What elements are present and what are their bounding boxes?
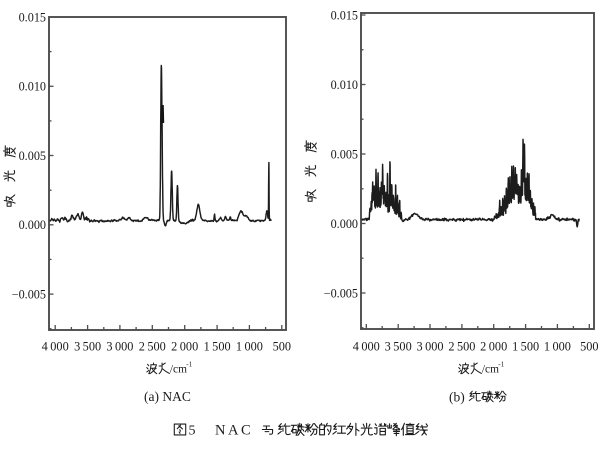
svg-text:500: 500 [580, 340, 598, 354]
svg-text:−0.005: −0.005 [324, 286, 358, 300]
svg-text:(b): (b) [449, 390, 465, 405]
svg-text:2 000: 2 000 [480, 340, 507, 354]
svg-text:2 500: 2 500 [139, 340, 166, 354]
svg-text:0.000: 0.000 [19, 218, 46, 232]
svg-text:3 000: 3 000 [106, 340, 133, 354]
svg-text:0.005: 0.005 [19, 149, 46, 163]
svg-text:NAC: NAC [215, 423, 253, 439]
svg-text:1 000: 1 000 [236, 340, 263, 354]
svg-text:4 000: 4 000 [42, 340, 69, 354]
svg-text:-1: -1 [498, 360, 504, 369]
svg-text:1 500: 1 500 [204, 340, 231, 354]
svg-text:0.015: 0.015 [19, 10, 46, 24]
svg-text:1 500: 1 500 [512, 340, 539, 354]
svg-text:0.010: 0.010 [19, 80, 46, 94]
svg-text:0.015: 0.015 [331, 8, 358, 22]
svg-text:-1: -1 [186, 360, 192, 369]
svg-text:/cm: /cm [170, 364, 187, 376]
svg-text:0.010: 0.010 [331, 78, 358, 92]
svg-text:4 000: 4 000 [353, 340, 380, 354]
svg-text:(a) NAC: (a) NAC [144, 389, 191, 404]
svg-text:2 500: 2 500 [448, 340, 475, 354]
svg-text:0.005: 0.005 [331, 147, 358, 161]
svg-text:5: 5 [189, 424, 196, 439]
svg-text:3 500: 3 500 [385, 340, 412, 354]
svg-text:2 000: 2 000 [171, 340, 198, 354]
svg-text:3 500: 3 500 [74, 340, 101, 354]
svg-text:1 000: 1 000 [544, 340, 571, 354]
svg-text:−0.005: −0.005 [12, 287, 46, 301]
svg-text:/cm: /cm [482, 364, 499, 376]
svg-text:500: 500 [273, 340, 291, 354]
svg-text:0.000: 0.000 [331, 217, 358, 231]
svg-text:3 000: 3 000 [416, 340, 443, 354]
